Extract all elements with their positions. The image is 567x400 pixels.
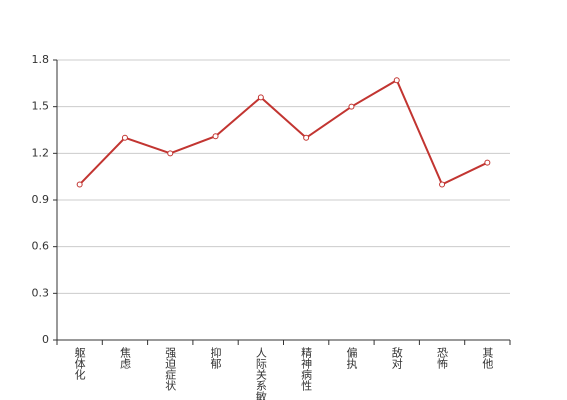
x-tick-label: 其他	[481, 347, 494, 369]
x-tick-label: 人际关系敏感	[254, 347, 267, 400]
line	[78, 78, 488, 186]
x-tick-label: 敌对	[390, 346, 403, 369]
y-tick-label: 1.5	[32, 100, 50, 113]
y-tick-label: 0.9	[32, 193, 50, 206]
y-tick-label: 0	[42, 333, 49, 346]
point	[303, 134, 310, 141]
y-tick-label: 0.6	[32, 240, 50, 253]
x-tick-label: 抑郁	[209, 346, 222, 369]
x-tick-label: 偏执	[345, 346, 358, 370]
point	[121, 134, 128, 141]
x-tick-label: 恐怖	[436, 347, 449, 369]
y-tick-label: 1.8	[32, 53, 50, 66]
x-tick-label: 精神病性	[300, 347, 313, 392]
point	[212, 133, 219, 140]
point	[393, 77, 400, 84]
y-tick-label: 1.2	[32, 146, 50, 159]
x-tick-label: 焦虑	[118, 347, 131, 369]
point	[439, 181, 446, 188]
y-tick-label: 0.3	[32, 286, 50, 299]
point	[76, 181, 83, 188]
point	[484, 159, 491, 166]
x-tick-label: 躯体化	[73, 347, 86, 381]
point	[348, 103, 355, 110]
point	[257, 94, 264, 101]
point	[167, 150, 174, 157]
x-tick-label: 强迫症状	[164, 347, 177, 391]
